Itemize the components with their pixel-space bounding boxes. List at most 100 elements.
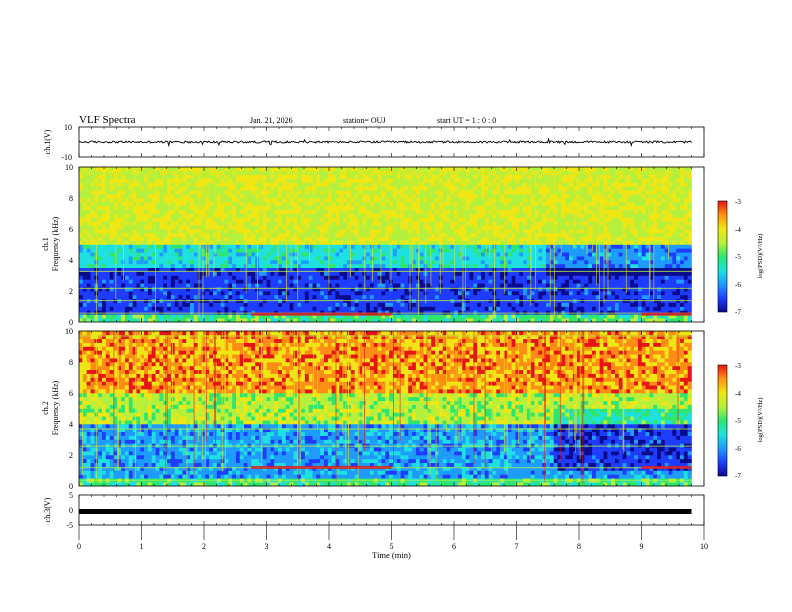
spectrogram-cell bbox=[320, 236, 325, 241]
spectrogram-cell bbox=[235, 310, 241, 315]
spectrogram-cell bbox=[247, 256, 252, 261]
spectrogram-cell bbox=[216, 205, 221, 210]
spectrogram-cell bbox=[270, 248, 275, 253]
spectrogram-cell bbox=[170, 291, 176, 296]
spectrogram-cell bbox=[243, 236, 248, 241]
spectrogram-cell bbox=[680, 240, 685, 245]
spectrogram-cell bbox=[523, 294, 528, 300]
spectrogram-cell bbox=[278, 302, 283, 307]
spectrogram-cell bbox=[308, 240, 313, 245]
spectrogram-cell bbox=[82, 306, 87, 311]
spectrogram-cell bbox=[354, 260, 359, 265]
spectrogram-cell bbox=[132, 291, 137, 296]
spectrogram-cell bbox=[465, 263, 470, 269]
spectrogram-cell bbox=[228, 217, 233, 222]
spectrogram-cell bbox=[247, 217, 252, 222]
spectrogram-cell bbox=[113, 306, 118, 311]
spectrogram-cell bbox=[167, 271, 172, 276]
spectrogram-cell bbox=[584, 236, 589, 241]
spectrogram-cell bbox=[346, 287, 352, 292]
spectrogram-cell bbox=[519, 263, 524, 269]
spectrogram-cell bbox=[98, 318, 103, 323]
spectrogram-cell bbox=[228, 221, 233, 226]
spectrogram-cell bbox=[511, 275, 516, 280]
spectrogram-cell bbox=[293, 275, 298, 280]
spectrogram-cell bbox=[454, 205, 459, 210]
spectrogram-cell bbox=[576, 205, 581, 210]
spectrogram-cell bbox=[258, 229, 264, 234]
spectrogram-cell bbox=[147, 198, 153, 203]
spectrogram-cell bbox=[335, 318, 340, 323]
spectrogram-cell bbox=[607, 267, 612, 272]
spectrogram-cell bbox=[584, 256, 589, 261]
spectrogram-cell bbox=[392, 294, 398, 300]
spectrogram-cell bbox=[101, 271, 107, 276]
spectrogram-cell bbox=[607, 310, 612, 315]
spectrogram-cell bbox=[228, 271, 233, 276]
spectrogram-cell bbox=[672, 217, 677, 222]
spectrogram-cell bbox=[216, 221, 221, 226]
spectrogram-cell bbox=[404, 209, 409, 214]
spectrogram-cell bbox=[354, 294, 359, 300]
spectrogram-cell bbox=[362, 213, 367, 218]
spectrogram-cell bbox=[503, 248, 509, 253]
spectrogram-cell bbox=[297, 275, 302, 280]
spectrogram-cell bbox=[431, 232, 436, 238]
spectrogram-cell bbox=[645, 306, 650, 311]
spectrogram-cell bbox=[526, 260, 532, 265]
spectrogram-cell bbox=[427, 279, 432, 284]
spectrogram-cell bbox=[454, 232, 459, 238]
spectrogram-cell bbox=[308, 267, 313, 272]
spectrogram-cell bbox=[109, 271, 114, 276]
spectrogram-cell bbox=[369, 279, 375, 284]
spectrogram-cell bbox=[346, 310, 352, 315]
spectrogram-cell bbox=[247, 263, 252, 269]
spectrogram-cell bbox=[224, 225, 229, 230]
spectrogram-cell bbox=[588, 201, 593, 207]
spectrogram-cell bbox=[614, 287, 620, 292]
spectrogram-cell bbox=[209, 256, 214, 261]
spectrogram-cell bbox=[205, 306, 210, 311]
spectrogram-cell bbox=[477, 291, 482, 296]
spectrogram-cell bbox=[209, 209, 214, 214]
spectrogram-cell bbox=[542, 260, 547, 265]
spectrogram-cell bbox=[174, 248, 179, 253]
spectrogram-cell bbox=[178, 310, 183, 315]
spectrogram-cell bbox=[339, 302, 344, 307]
spectrogram-cell bbox=[626, 209, 631, 214]
spectrogram-cell bbox=[511, 318, 516, 323]
spectrogram-cell bbox=[603, 314, 608, 319]
spectrogram-cell bbox=[385, 279, 390, 284]
spectrogram-cell bbox=[220, 229, 225, 234]
spectrogram-cell bbox=[182, 275, 187, 280]
spectrogram-cell bbox=[121, 217, 126, 222]
spectrogram-cell bbox=[212, 310, 218, 315]
spectrogram-cell bbox=[301, 236, 306, 241]
spectrogram-cell bbox=[435, 236, 440, 241]
spectrogram-cell bbox=[488, 271, 493, 276]
spectrogram-cell bbox=[105, 314, 110, 319]
spectrogram-cell bbox=[591, 221, 597, 226]
spectrogram-cell bbox=[595, 205, 600, 210]
spectrogram-cell bbox=[412, 283, 417, 288]
spectrogram-cell bbox=[270, 302, 275, 307]
spectrogram-cell bbox=[446, 217, 451, 222]
spectrogram-cell bbox=[362, 236, 367, 241]
spectrogram-cell bbox=[572, 306, 577, 311]
spectrogram-cell bbox=[270, 306, 275, 311]
spectrogram-cell bbox=[565, 240, 570, 245]
spectrogram-cell bbox=[442, 217, 447, 222]
spectrogram-cell bbox=[442, 225, 447, 230]
spectrogram-cell bbox=[614, 279, 620, 284]
spectrogram-cell bbox=[281, 248, 287, 253]
start-time-label: start UT = 1 : 0 : 0 bbox=[437, 116, 496, 125]
spectrogram-cell bbox=[576, 263, 581, 269]
spectrogram-cell bbox=[121, 310, 126, 315]
spectrogram-cell bbox=[630, 205, 635, 210]
spectrogram-cell bbox=[630, 209, 635, 214]
spectrogram-cell bbox=[109, 256, 114, 261]
spectrogram-cell bbox=[167, 263, 172, 269]
spectrogram-cell bbox=[672, 310, 677, 315]
spectrogram-cell bbox=[224, 287, 229, 292]
spectrogram-cell bbox=[339, 283, 344, 288]
